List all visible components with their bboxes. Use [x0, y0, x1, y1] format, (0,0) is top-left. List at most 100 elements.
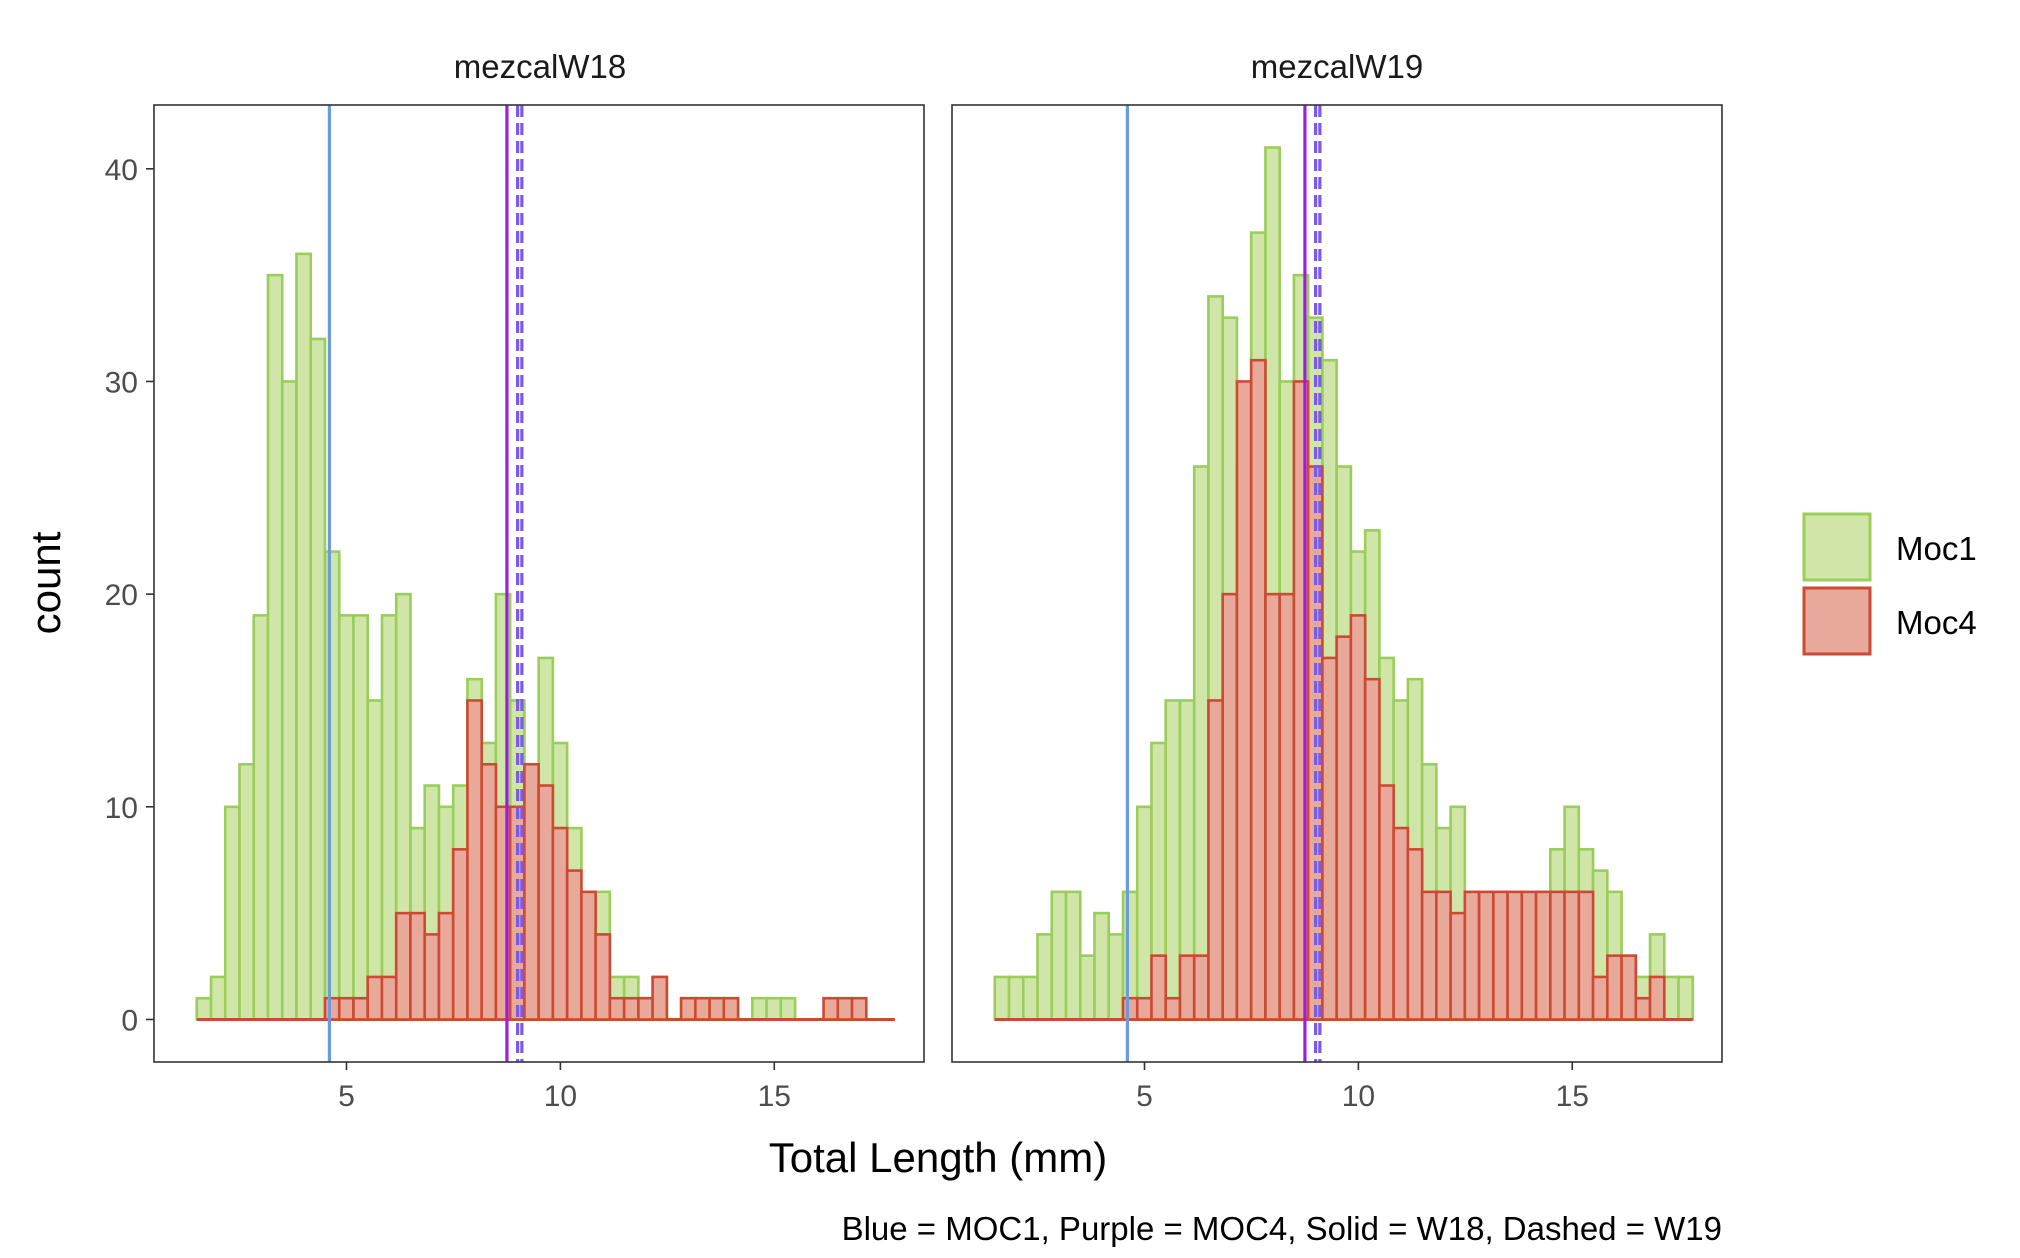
- bar-moc1: [295, 252, 313, 1021]
- bar-moc4: [850, 996, 868, 1021]
- legend-label-moc1: Moc1: [1896, 530, 1977, 567]
- bar-moc1: [266, 273, 284, 1021]
- panel-mezcalW19: mezcalW19 5 10 15: [951, 48, 1723, 1113]
- bar-moc4: [409, 911, 426, 1021]
- bar-moc4: [722, 996, 740, 1021]
- bar-moc1: [1662, 975, 1680, 1021]
- bar-moc4: [1278, 592, 1296, 1021]
- bar-moc4: [1221, 592, 1239, 1021]
- bar-moc1: [1135, 805, 1153, 1021]
- panel-title: mezcalW19: [1251, 48, 1423, 85]
- bar-moc4: [451, 848, 469, 1021]
- bar-moc4: [1121, 996, 1139, 1021]
- bar-moc1: [1078, 954, 1096, 1021]
- legend-key-moc1: [1802, 512, 1872, 582]
- bar-moc4: [679, 996, 697, 1021]
- bar-moc4: [651, 975, 669, 1021]
- bar-moc4: [1620, 954, 1638, 1021]
- y-tick-label: 20: [105, 579, 138, 612]
- bar-moc4: [1378, 784, 1395, 1021]
- bar-moc4: [551, 826, 569, 1021]
- legend-key-moc4: [1802, 586, 1872, 656]
- bar-moc1: [352, 614, 370, 1021]
- bar-moc4: [1563, 890, 1581, 1021]
- y-axis-title: count: [22, 531, 69, 634]
- bar-moc4: [1477, 890, 1495, 1021]
- x-axis-title: Total Length (mm): [769, 1134, 1107, 1181]
- bar-moc1: [1050, 890, 1068, 1021]
- bar-moc1: [209, 975, 227, 1021]
- bar-moc1: [765, 996, 783, 1021]
- y-axis: 0 10 20 30 40: [105, 154, 154, 1037]
- bar-moc4: [337, 996, 355, 1021]
- bar-moc4: [1392, 826, 1410, 1021]
- bar-moc4: [1591, 975, 1609, 1021]
- bar-moc1: [1021, 975, 1039, 1021]
- bar-moc4: [1264, 592, 1281, 1021]
- bar-moc4: [1178, 954, 1196, 1021]
- x-axis: 5 10 15: [338, 1062, 791, 1113]
- bar-moc4: [537, 784, 555, 1021]
- panel-border: [153, 104, 925, 1063]
- bar-moc4: [480, 762, 498, 1021]
- legend-label-moc4: Moc4: [1896, 604, 1977, 641]
- bar-moc4: [708, 996, 726, 1021]
- bar-moc4: [366, 975, 384, 1021]
- bar-moc1: [380, 614, 398, 1021]
- bar-moc1: [1192, 465, 1210, 1021]
- y-tick-label: 30: [105, 366, 138, 399]
- bar-moc4: [565, 869, 583, 1021]
- bar-moc1: [323, 550, 341, 1021]
- bar-moc4: [1577, 890, 1595, 1021]
- bar-moc1: [1007, 975, 1025, 1021]
- bar-moc4: [822, 996, 840, 1021]
- bar-moc1: [1036, 933, 1054, 1021]
- bar-moc4: [580, 890, 597, 1021]
- x-axis: 5 10 15: [1136, 1062, 1589, 1113]
- caption: Blue = MOC1, Purple = MOC4, Solid = W18,…: [842, 1210, 1722, 1247]
- bar-moc4: [1335, 635, 1353, 1021]
- x-tick-label: 10: [1342, 1080, 1375, 1113]
- bar-moc1: [337, 614, 355, 1021]
- bar-moc1: [223, 805, 241, 1021]
- bar-moc1: [1164, 699, 1182, 1021]
- bar-moc4: [694, 996, 711, 1021]
- bars: [993, 146, 1695, 1021]
- bar-moc4: [1449, 911, 1467, 1021]
- bar-moc4: [1164, 996, 1182, 1021]
- bar-moc4: [1321, 656, 1338, 1021]
- bar-moc4: [1463, 890, 1481, 1021]
- bar-moc1: [1107, 933, 1125, 1021]
- reference-lines: [327, 105, 524, 1062]
- bar-moc4: [1492, 890, 1509, 1021]
- bar-moc1: [1064, 890, 1082, 1021]
- bar-moc4: [1235, 380, 1253, 1021]
- reference-lines: [1125, 105, 1322, 1062]
- bar-moc4: [1420, 890, 1438, 1021]
- bar-moc1: [252, 614, 270, 1021]
- bar-moc4: [1634, 996, 1652, 1021]
- bar-moc4: [594, 933, 612, 1021]
- x-tick-label: 15: [1556, 1080, 1589, 1113]
- x-tick-label: 5: [1136, 1080, 1153, 1113]
- bar-moc4: [1549, 890, 1566, 1021]
- y-tick-label: 0: [121, 1004, 138, 1037]
- bar-moc4: [352, 996, 370, 1021]
- bar-moc1: [195, 996, 213, 1021]
- bar-moc4: [1192, 954, 1210, 1021]
- bar-moc4: [523, 762, 540, 1021]
- bar-moc1: [1093, 911, 1111, 1021]
- x-tick-label: 10: [544, 1080, 577, 1113]
- bar-moc4: [323, 996, 341, 1021]
- panel-title: mezcalW18: [454, 48, 626, 85]
- bar-moc4: [1606, 954, 1623, 1021]
- bar-moc4: [1406, 848, 1424, 1021]
- bar-moc4: [1349, 614, 1367, 1021]
- panel-mezcalW18: mezcalW18 5 10 15 0 10 20 30 40: [105, 48, 925, 1113]
- bar-moc4: [622, 996, 640, 1021]
- bar-moc4: [380, 975, 398, 1021]
- bar-moc4: [1435, 890, 1452, 1021]
- bar-moc4: [1135, 996, 1153, 1021]
- bar-moc4: [423, 933, 441, 1021]
